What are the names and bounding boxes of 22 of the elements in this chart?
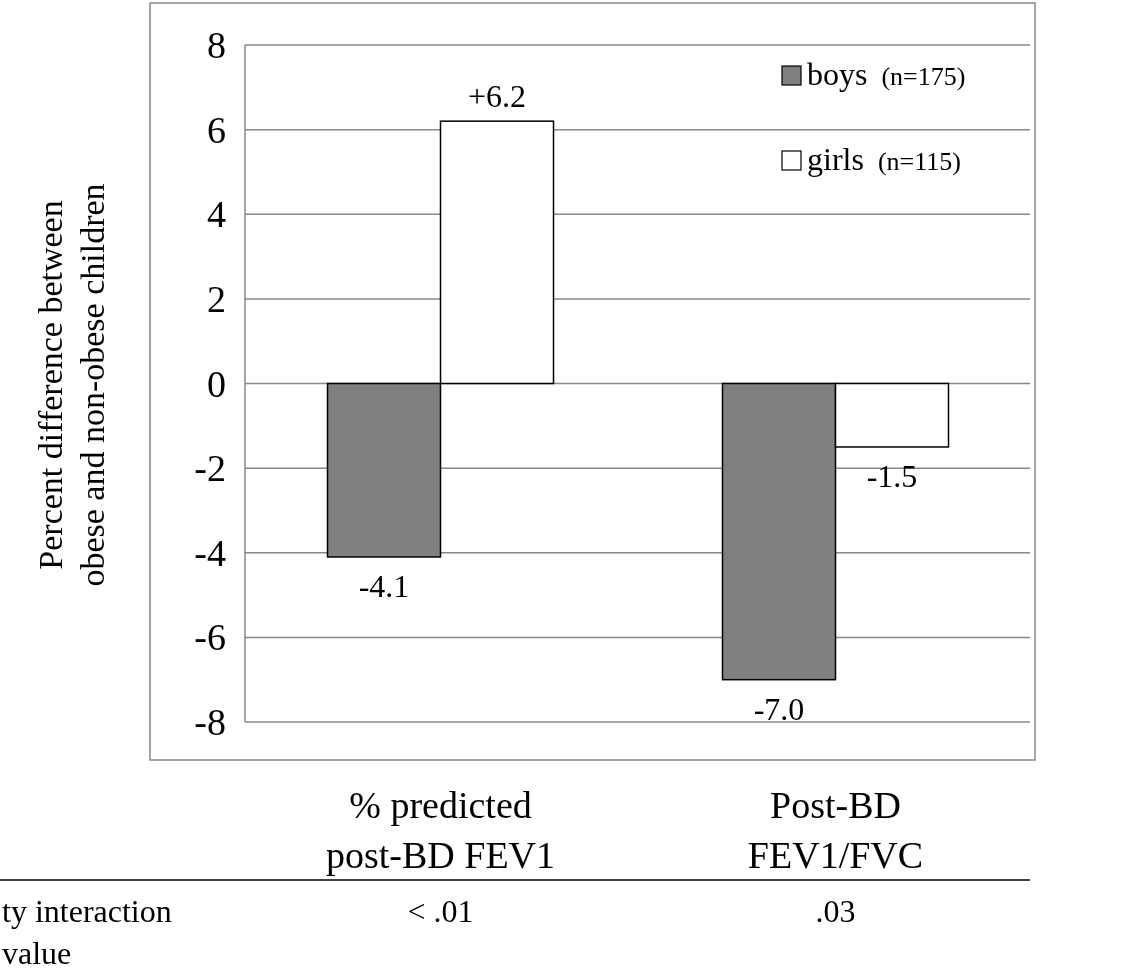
y-tick-label: -4 xyxy=(194,531,226,574)
text: value xyxy=(2,935,72,971)
data-label: +6.2 xyxy=(467,78,527,115)
y-tick-label: 8 xyxy=(207,24,226,66)
y-tick-label: 0 xyxy=(207,362,226,405)
data-label: -4.1 xyxy=(358,567,410,604)
data-label: -1.5 xyxy=(866,457,918,494)
text: .03 xyxy=(815,893,856,929)
legend-label: girls (n=115) xyxy=(807,141,961,177)
y-tick-label: -6 xyxy=(194,616,226,659)
y-tick-label: 6 xyxy=(207,108,226,151)
x-tick-label: % predicted post-BD FEV1 xyxy=(325,784,556,876)
data-label: -7.0 xyxy=(753,690,805,727)
legend-label: boys (n=175) xyxy=(807,56,966,92)
y-axis-title: Percent difference between obese and non-obese children xyxy=(32,183,111,587)
y-tick-label: -8 xyxy=(194,701,226,743)
text: ty interaction xyxy=(2,893,172,929)
text: < .01 xyxy=(407,893,474,929)
x-tick-label: Post-BD FEV1/FVC xyxy=(747,784,924,876)
y-tick-label: 2 xyxy=(207,277,226,320)
y-tick-label: -2 xyxy=(194,447,226,490)
y-tick-label: 4 xyxy=(207,193,226,236)
